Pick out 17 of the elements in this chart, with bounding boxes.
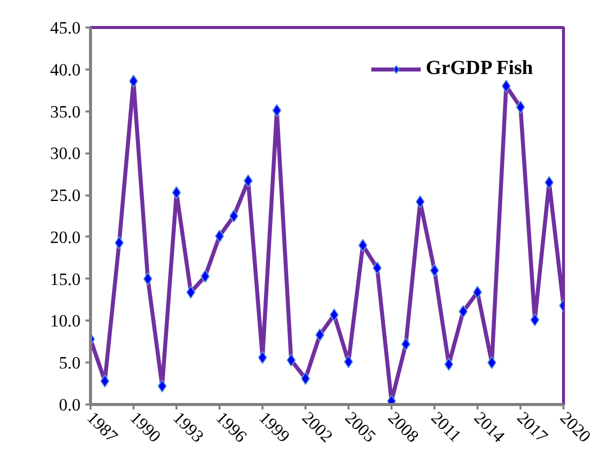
y-tick-label: 35.0	[50, 102, 81, 122]
y-tick-label: 0.0	[58, 396, 81, 414]
x-tick-label: 1999	[255, 408, 294, 446]
y-tick-label: 30.0	[50, 144, 81, 164]
y-tick-label: 20.0	[50, 228, 81, 247]
y-tick-label: 45.0	[50, 18, 81, 38]
legend-label: GrGDP Fish	[426, 57, 533, 80]
x-tick-label: 2017	[513, 408, 552, 446]
y-tick-label: 5.0	[58, 354, 81, 373]
x-tick-label: 1990	[126, 408, 164, 446]
x-tick-label: 1987	[83, 408, 122, 446]
y-tick-label: 25.0	[50, 186, 81, 206]
x-tick-label: 1996	[212, 408, 251, 446]
y-tick-label: 15.0	[50, 270, 81, 289]
y-tick-label: 10.0	[50, 312, 81, 331]
x-tick-label: 1993	[169, 408, 208, 446]
y-tick-label: 40.0	[50, 60, 81, 80]
